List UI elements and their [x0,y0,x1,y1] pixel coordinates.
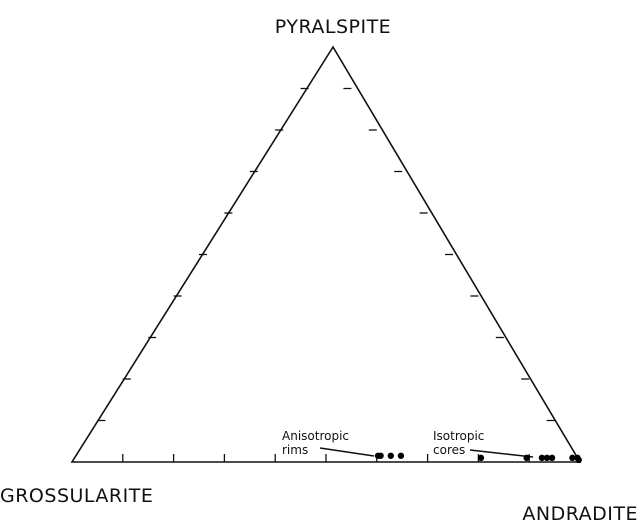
vertex-label: GROSSULARITE [0,485,153,507]
vertex-label: ANDRADITE [522,503,638,525]
data-point [569,454,576,462]
data-point [548,454,556,462]
leader-line [469,449,534,458]
leader-line [319,447,375,457]
data-point [377,452,384,459]
data-point [477,454,485,462]
annotation: cores [433,443,465,457]
data-point [575,456,582,464]
data-point [543,454,551,462]
triangle [70,45,582,463]
annotation: rims [282,443,308,457]
data-point [523,454,530,462]
annotation: Anisotropic [282,429,349,443]
data-point [387,452,394,459]
data-point [538,454,546,462]
annotation: Isotropic [433,429,484,443]
vertex-label: PYRALSPITE [275,16,391,38]
data-point [397,452,405,459]
